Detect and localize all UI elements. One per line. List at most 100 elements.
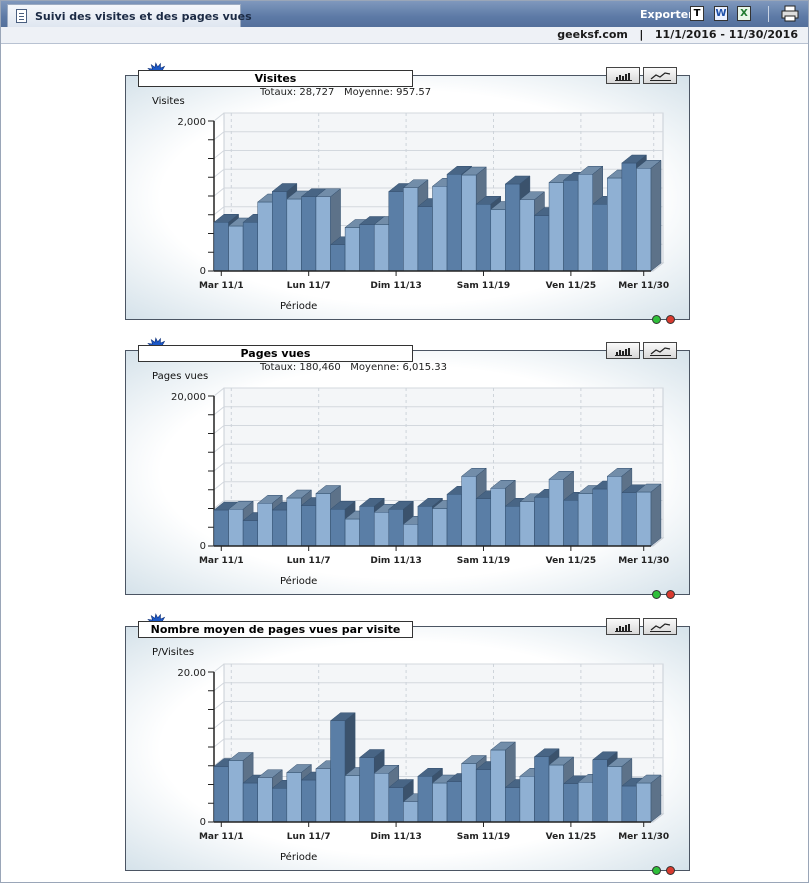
x-tick-label: Mer 11/30 (618, 832, 669, 842)
bar-chart-button[interactable] (606, 67, 640, 84)
bar[interactable] (635, 159, 662, 272)
average-label: Moyenne: (350, 362, 400, 373)
x-tick-label: Mer 11/30 (618, 281, 669, 291)
line-chart-icon (650, 347, 671, 356)
totals-value: 28,727 (299, 87, 335, 98)
grid-line (213, 738, 225, 748)
status-red-dot[interactable] (666, 590, 675, 599)
grid-line (213, 663, 225, 673)
y-tick-label: 0 (200, 817, 206, 828)
bar-chart: 2,000 0 Mar 11/1 Lun 11/7 Dim 11/13 Sam 11/19… (177, 112, 669, 291)
grid-line (213, 387, 225, 397)
x-tick-label: Sam 11/19 (457, 281, 510, 291)
avg-pages-panel: Nombre moyen de pages vues par visite P/V… (125, 613, 690, 875)
grid-line (213, 168, 225, 178)
grid-line (213, 187, 225, 197)
totals-label: Totaux: (260, 87, 297, 98)
word-export-icon[interactable]: W (714, 6, 728, 21)
x-tick-label: Ven 11/25 (546, 832, 596, 842)
x-tick-label: Lun 11/7 (287, 556, 331, 566)
status-green-dot[interactable] (652, 315, 661, 324)
bar-chart-icon (615, 348, 632, 356)
x-axis-label: Période (280, 852, 318, 863)
grid-line (213, 206, 225, 216)
x-tick-label: Sam 11/19 (457, 556, 510, 566)
bar-chart-button[interactable] (606, 342, 640, 359)
x-tick-label: Dim 11/13 (370, 281, 421, 291)
x-tick-label: Mar 11/1 (199, 556, 244, 566)
panel-totals: Totaux: 180,460 Moyenne: 6,015.33 (260, 362, 447, 373)
export-label: Exporter (640, 8, 694, 21)
grid-line (213, 682, 225, 692)
x-tick-label: Sam 11/19 (457, 832, 510, 842)
bar[interactable] (635, 483, 662, 547)
status-red-dot[interactable] (666, 866, 675, 875)
y-axis-label: P/Visites (152, 647, 195, 658)
grid-line (213, 150, 225, 159)
average-label: Moyenne: (343, 87, 393, 98)
totals-value: 180,460 (299, 362, 341, 373)
line-chart-button[interactable] (643, 67, 677, 84)
line-chart-icon (650, 623, 671, 632)
bar-chart-icon (615, 624, 632, 632)
grid-line (213, 443, 225, 453)
grid-line (213, 500, 225, 509)
report-tab[interactable]: Suivi des visites et des pages vues (7, 4, 252, 27)
grid-line (213, 131, 225, 141)
print-icon[interactable] (781, 5, 799, 22)
title-bar: Suivi des visites et des pages vues Expo… (1, 1, 808, 27)
bar-chart: 20.00 0 Mar 11/1 Lun 11/7 Dim 11/13 Sam 11/19… (177, 663, 669, 842)
x-tick-label: Mer 11/30 (618, 556, 669, 566)
y-axis-label: Pages vues (152, 371, 209, 382)
pageviews-panel: Pages vues Totaux: 180,460 Moyenne: 6,015… (125, 337, 690, 599)
grid-line (213, 481, 225, 491)
grid-line (213, 462, 225, 472)
grid-line (213, 112, 225, 122)
x-tick-label: Ven 11/25 (546, 281, 596, 291)
panel-totals: Totaux: 28,727 Moyenne: 957.57 (260, 87, 431, 98)
excel-export-icon[interactable]: X (737, 6, 751, 21)
x-tick-label: Mar 11/1 (199, 281, 244, 291)
grid-line (213, 757, 225, 767)
line-chart-button[interactable] (643, 342, 677, 359)
text-export-icon[interactable]: T (690, 6, 704, 21)
y-axis-label: Visites (152, 96, 185, 107)
x-tick-label: Lun 11/7 (287, 281, 331, 291)
y-tick-label: 20,000 (171, 392, 206, 403)
visits-panel: Visites Totaux: 28,727 Moyenne: 957.57 Vis… (125, 62, 690, 324)
report-tab-label: Suivi des visites et des pages vues (35, 10, 252, 23)
y-tick-label: 0 (200, 541, 206, 552)
x-tick-label: Mar 11/1 (199, 832, 244, 842)
y-tick-label: 2,000 (177, 117, 206, 128)
status-green-dot[interactable] (652, 866, 661, 875)
panel-title: Nombre moyen de pages vues par visite (138, 621, 413, 638)
x-axis-label: Période (280, 576, 318, 587)
panel-title: Pages vues (138, 345, 413, 362)
line-chart-button[interactable] (643, 618, 677, 635)
report-icon (16, 9, 27, 23)
totals-label: Totaux: (260, 362, 297, 373)
x-axis-label: Période (280, 301, 318, 312)
status-green-dot[interactable] (652, 590, 661, 599)
grid-line (213, 719, 225, 729)
x-tick-label: Dim 11/13 (370, 556, 421, 566)
report-subheader: geeksf.com | 11/1/2016 - 11/30/2016 (1, 27, 808, 44)
panel-title: Visites (138, 70, 413, 87)
bar-chart-button[interactable] (606, 618, 640, 635)
x-tick-label: Ven 11/25 (546, 556, 596, 566)
x-tick-label: Lun 11/7 (287, 832, 331, 842)
grid-line (213, 701, 225, 710)
average-value: 6,015.33 (402, 362, 448, 373)
average-value: 957.57 (396, 87, 432, 98)
y-tick-label: 0 (200, 266, 206, 277)
grid-line (213, 425, 225, 434)
bar-chart: 20,000 0 Mar 11/1 Lun 11/7 Dim 11/13 Sam 11/1… (171, 387, 669, 566)
site-name: geeksf.com (557, 28, 628, 41)
line-chart-icon (650, 72, 671, 81)
separator: | (631, 28, 652, 41)
bar[interactable] (635, 774, 662, 823)
y-tick-label: 20.00 (177, 668, 206, 679)
grid-line (213, 406, 225, 416)
toolbar-divider (768, 6, 769, 22)
status-red-dot[interactable] (666, 315, 675, 324)
